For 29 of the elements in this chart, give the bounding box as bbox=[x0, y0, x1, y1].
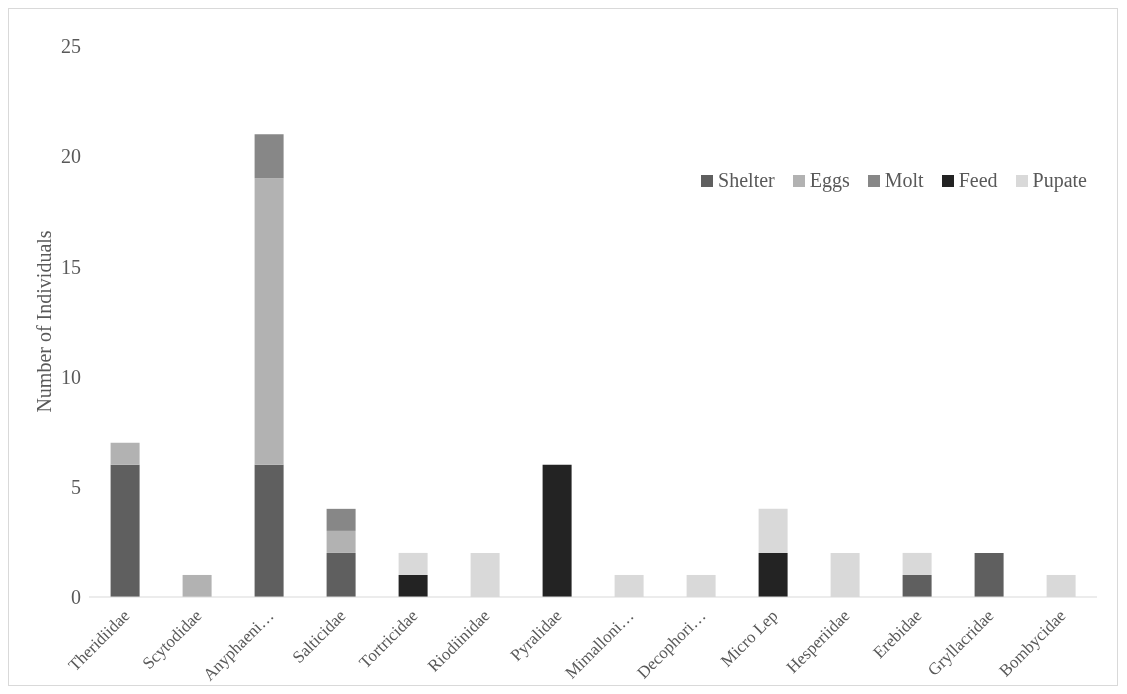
y-tick-label: 15 bbox=[61, 255, 81, 278]
legend-label: Eggs bbox=[808, 169, 850, 192]
bar bbox=[110, 442, 140, 465]
bar bbox=[326, 530, 356, 553]
bar bbox=[254, 134, 284, 179]
bar bbox=[398, 552, 428, 575]
bar bbox=[902, 574, 932, 597]
legend-label: Shelter bbox=[717, 169, 775, 192]
bar bbox=[326, 552, 356, 597]
bar bbox=[758, 508, 788, 553]
bar bbox=[254, 464, 284, 597]
bar bbox=[758, 552, 788, 597]
bar bbox=[182, 574, 212, 597]
bar bbox=[974, 552, 1004, 597]
y-tick-label: 10 bbox=[61, 365, 81, 388]
y-tick-label: 0 bbox=[71, 586, 81, 609]
legend-label: Molt bbox=[883, 169, 924, 192]
bar bbox=[326, 508, 356, 531]
y-tick-label: 20 bbox=[61, 145, 81, 168]
bar bbox=[542, 464, 572, 597]
bar bbox=[902, 552, 932, 575]
y-tick-label: 25 bbox=[61, 35, 81, 58]
y-axis-title: Number of Individuals bbox=[33, 230, 56, 413]
legend-label: Feed bbox=[957, 169, 998, 192]
bar bbox=[110, 464, 140, 597]
y-tick-label: 5 bbox=[71, 475, 81, 498]
bar bbox=[254, 178, 284, 465]
legend-label: Pupate bbox=[1031, 169, 1087, 192]
bar bbox=[398, 574, 428, 597]
